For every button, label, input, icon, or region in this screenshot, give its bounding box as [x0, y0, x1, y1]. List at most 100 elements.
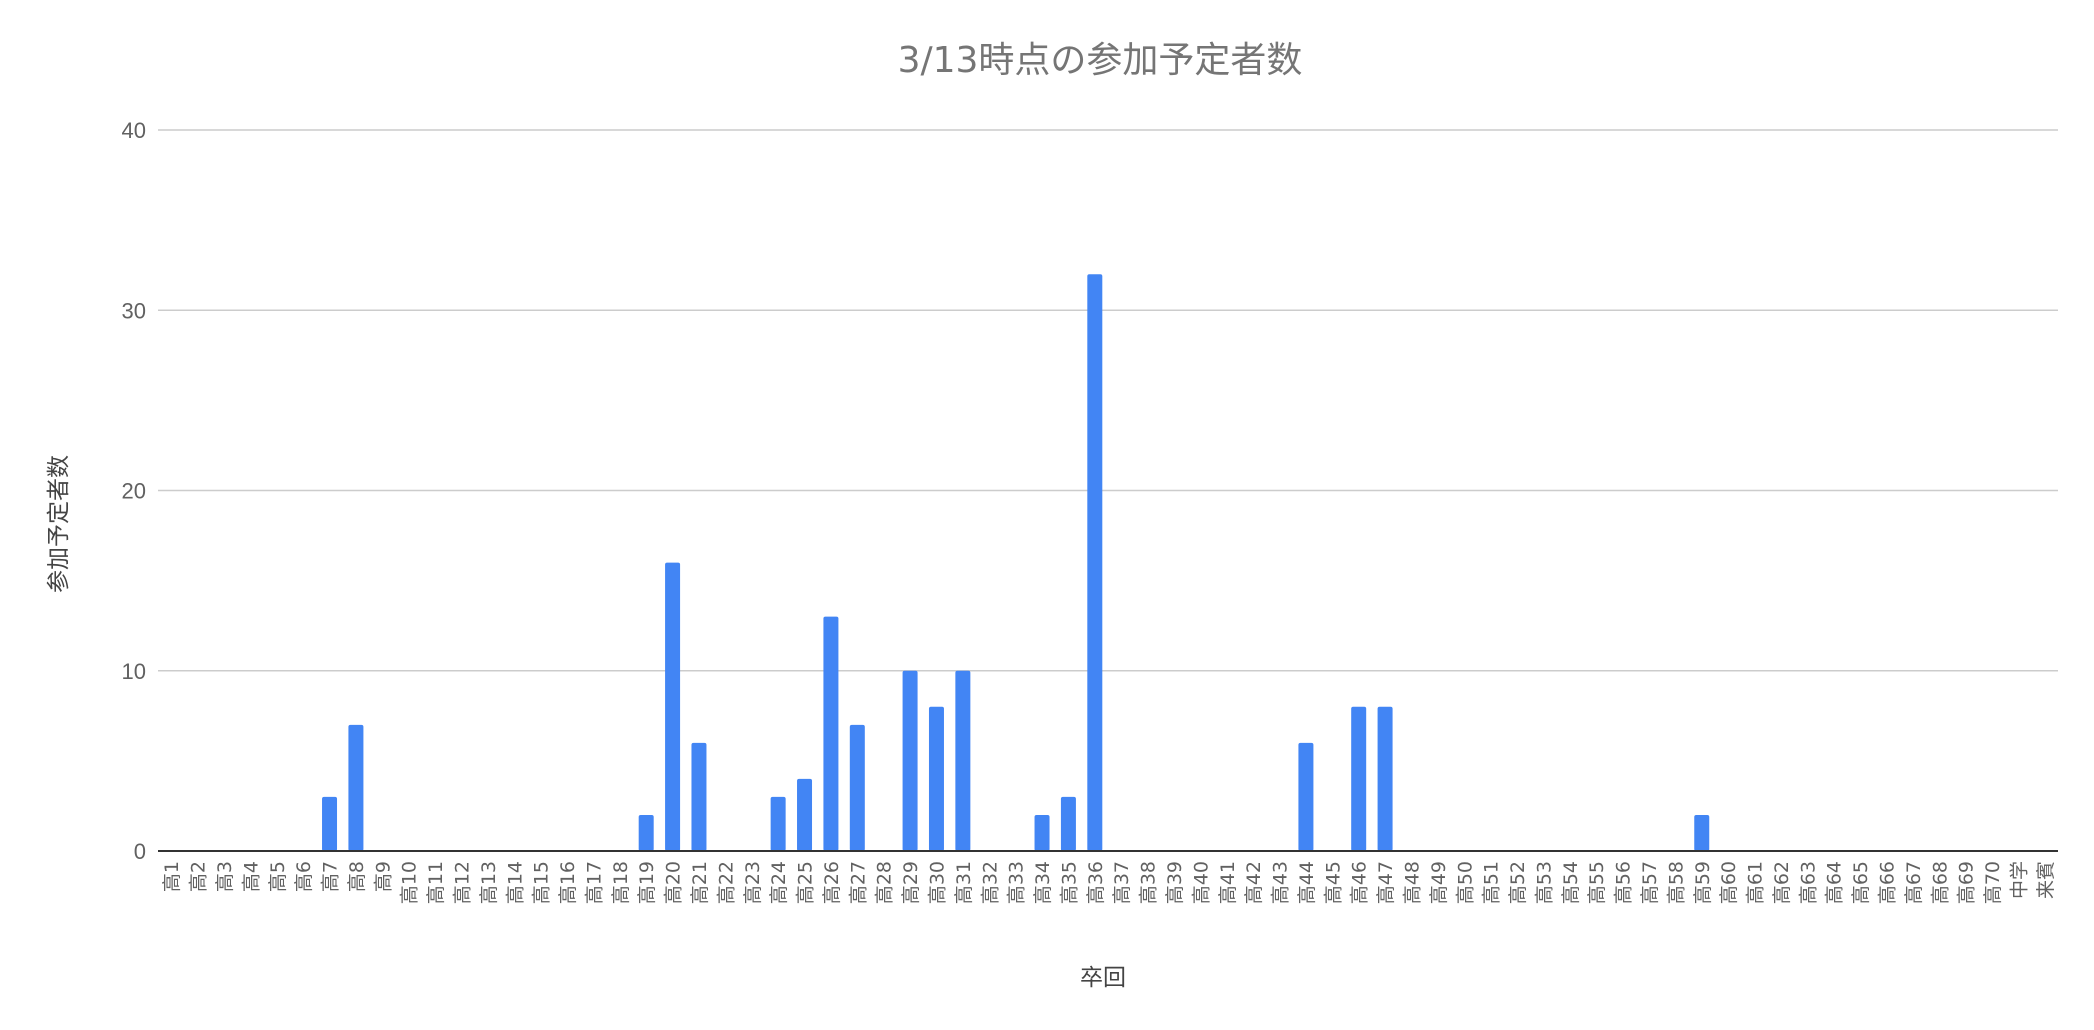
bar-高25: [797, 778, 813, 851]
x-tick-label: 高62: [1771, 861, 1793, 904]
bar-高47: [1377, 706, 1393, 851]
bar-高8: [348, 724, 364, 851]
x-tick-label: 高51: [1481, 861, 1503, 904]
x-tick-label: 高60: [1718, 861, 1740, 904]
bar-高36: [1087, 274, 1103, 851]
x-tick-label: 高32: [979, 861, 1001, 904]
bar-高29: [902, 670, 918, 851]
x-tick-label: 高40: [1190, 861, 1212, 904]
x-tick-label: 高41: [1217, 861, 1239, 904]
x-tick-label: 高42: [1243, 861, 1265, 904]
x-tick-label: 高38: [1138, 861, 1160, 904]
bar-高46: [1351, 706, 1367, 851]
x-tick-label: 高27: [847, 861, 869, 904]
x-tick-label: 高34: [1032, 861, 1054, 904]
x-tick-label: 高57: [1639, 861, 1661, 904]
x-tick-label: 高50: [1454, 861, 1476, 904]
x-tick-label: 高24: [768, 861, 790, 904]
x-tick-label: 高39: [1164, 861, 1186, 904]
x-tick-label: 中学: [2008, 861, 2030, 899]
x-tick-label: 高53: [1533, 861, 1555, 904]
bar-高44: [1298, 742, 1314, 851]
x-tick-label: 高17: [583, 861, 605, 904]
x-tick-label: 高36: [1085, 861, 1107, 904]
x-tick-label: 高19: [636, 861, 658, 904]
x-tick-label: 高18: [610, 861, 632, 904]
bar-高35: [1060, 796, 1076, 851]
x-tick-label: 高44: [1296, 861, 1318, 904]
x-tick-label: 高33: [1006, 861, 1028, 904]
y-tick-label: 10: [122, 659, 146, 684]
y-tick-label: 30: [122, 298, 146, 323]
x-tick-label: 高56: [1613, 861, 1635, 904]
bar-高19: [638, 814, 654, 851]
x-tick-label: 高12: [451, 861, 473, 904]
bar-高20: [665, 562, 681, 851]
x-tick-label: 高5: [267, 861, 289, 892]
x-tick-label: 高29: [900, 861, 922, 904]
bar-高21: [691, 742, 707, 851]
x-tick-label: 高31: [953, 861, 975, 904]
x-tick-label: 高66: [1876, 861, 1898, 904]
x-tick-label: 高25: [795, 861, 817, 904]
x-tick-label: 高15: [531, 861, 553, 904]
x-tick-label: 高59: [1692, 861, 1714, 904]
x-tick-label: 高21: [689, 861, 711, 904]
x-tick-label: 高3: [214, 861, 236, 892]
bars: [322, 274, 1710, 851]
x-tick-label: 高9: [372, 861, 394, 892]
y-axis-ticks: 0 10 20 30 40: [122, 118, 146, 864]
x-tick-label: 高22: [715, 861, 737, 904]
x-tick-label: 高20: [663, 861, 685, 904]
x-axis-ticks: 高1 高2 高3 高4 高5 高6 高7 高8 高9 高10 高11 高12 高13 高14 高15 高16 高…: [161, 861, 2057, 904]
x-tick-label: 高13: [478, 861, 500, 904]
x-tick-label: 高48: [1401, 861, 1423, 904]
x-axis-title: 卒回: [1080, 965, 1126, 991]
x-tick-label: 高23: [742, 861, 764, 904]
x-tick-label: 高26: [821, 861, 843, 904]
x-tick-label: 高47: [1375, 861, 1397, 904]
x-tick-label: 高30: [926, 861, 948, 904]
x-tick-label: 高2: [188, 861, 210, 892]
x-tick-label: 高58: [1665, 861, 1687, 904]
x-tick-label: 高14: [504, 861, 526, 904]
x-tick-label: 高68: [1929, 861, 1951, 904]
x-tick-label: 高69: [1956, 861, 1978, 904]
bar-高7: [322, 796, 338, 851]
bar-高34: [1034, 814, 1050, 851]
x-tick-label: 高70: [1982, 861, 2004, 904]
bar-高26: [823, 616, 839, 851]
x-tick-label: 高11: [425, 861, 447, 904]
x-tick-label: 高61: [1745, 861, 1767, 904]
y-axis-title: 参加予定者数: [46, 455, 72, 593]
x-tick-label: 高28: [874, 861, 896, 904]
x-tick-label: 高54: [1560, 861, 1582, 904]
x-tick-label: 高37: [1111, 861, 1133, 904]
x-tick-label: 高52: [1507, 861, 1529, 904]
x-tick-label: 高6: [293, 861, 315, 892]
x-tick-label: 来賓: [2035, 861, 2057, 899]
x-tick-label: 高43: [1270, 861, 1292, 904]
x-tick-label: 高45: [1322, 861, 1344, 904]
x-tick-label: 高63: [1797, 861, 1819, 904]
x-tick-label: 高10: [399, 861, 421, 904]
x-tick-label: 高7: [320, 861, 342, 892]
x-tick-label: 高46: [1349, 861, 1371, 904]
bar-高30: [928, 706, 944, 851]
x-tick-label: 高16: [557, 861, 579, 904]
y-tick-label: 0: [134, 839, 146, 864]
bar-高24: [770, 796, 786, 851]
x-tick-label: 高49: [1428, 861, 1450, 904]
x-tick-label: 高1: [161, 861, 183, 892]
x-tick-label: 高64: [1824, 861, 1846, 904]
x-tick-label: 高67: [1903, 861, 1925, 904]
y-tick-label: 40: [122, 118, 146, 143]
x-tick-label: 高4: [240, 861, 262, 892]
bar-高59: [1694, 814, 1710, 851]
bar-高31: [955, 670, 971, 851]
x-tick-label: 高65: [1850, 861, 1872, 904]
y-tick-label: 20: [122, 479, 146, 504]
x-tick-label: 高55: [1586, 861, 1608, 904]
